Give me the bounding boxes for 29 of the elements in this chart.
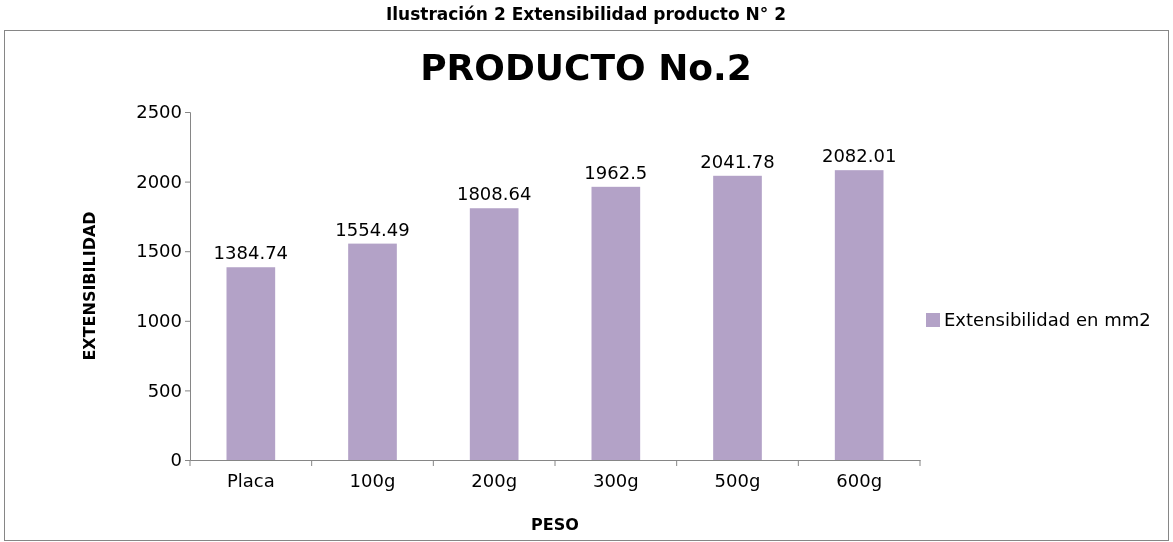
- bar: [713, 175, 762, 460]
- text: Ilustración 2 Extensibilidad producto N° 2: [385, 4, 787, 24]
- data-label: 1384.74: [213, 242, 289, 264]
- data-label: 1962.5: [584, 161, 648, 183]
- bar: [469, 208, 519, 460]
- data-label: 2082.01: [821, 145, 897, 167]
- y-tick-label: 1000: [136, 310, 182, 332]
- y-tick-label: 500: [147, 379, 182, 401]
- x-tick-label: Placa: [226, 469, 275, 491]
- chart-title: PRODUCTO No.2: [420, 47, 752, 88]
- x-tick-label: 300g: [592, 469, 639, 491]
- data-label: 1554.49: [335, 218, 410, 240]
- x-tick-label: 100g: [349, 469, 396, 491]
- legend-label: Extensibilidad en mm2: [944, 309, 1151, 330]
- x-tick-label: 600g: [836, 469, 883, 491]
- y-axis-title: EXTENSIBILIDAD: [80, 211, 99, 361]
- bar: [348, 243, 397, 460]
- y-tick-label: 2000: [136, 170, 182, 192]
- x-tick-label: 200g: [471, 469, 518, 491]
- bar: [834, 170, 884, 460]
- y-tick-label: 0: [170, 449, 182, 471]
- data-label: 1808.64: [456, 183, 532, 205]
- y-tick-label: 1500: [136, 240, 182, 262]
- bar: [226, 267, 276, 460]
- x-tick-label: 500g: [714, 469, 761, 491]
- bar: [591, 186, 641, 460]
- data-label: 2041.78: [700, 150, 775, 172]
- y-tick-label: 2500: [136, 101, 182, 123]
- x-axis-title: PESO: [531, 515, 579, 534]
